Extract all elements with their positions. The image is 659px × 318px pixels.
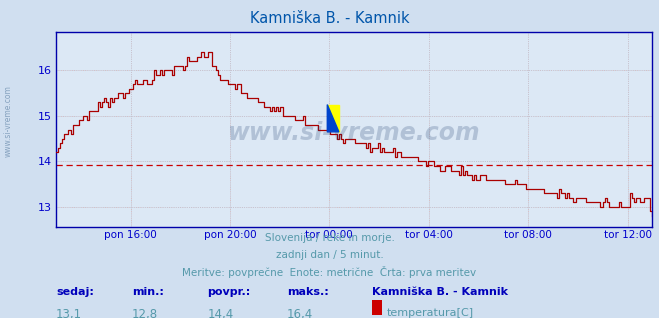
- Text: zadnji dan / 5 minut.: zadnji dan / 5 minut.: [275, 250, 384, 259]
- Text: min.:: min.:: [132, 287, 163, 297]
- Text: 16,4: 16,4: [287, 308, 313, 318]
- Text: www.si-vreme.com: www.si-vreme.com: [3, 85, 13, 157]
- Polygon shape: [328, 105, 339, 132]
- Text: Slovenija / reke in morje.: Slovenija / reke in morje.: [264, 233, 395, 243]
- Text: temperatura[C]: temperatura[C]: [387, 308, 474, 318]
- Text: 12,8: 12,8: [132, 308, 158, 318]
- Text: maks.:: maks.:: [287, 287, 328, 297]
- Text: www.si-vreme.com: www.si-vreme.com: [228, 121, 480, 146]
- Polygon shape: [328, 105, 339, 132]
- Text: 14,4: 14,4: [208, 308, 234, 318]
- Text: Meritve: povprečne  Enote: metrične  Črta: prva meritev: Meritve: povprečne Enote: metrične Črta:…: [183, 266, 476, 279]
- Text: sedaj:: sedaj:: [56, 287, 94, 297]
- Text: povpr.:: povpr.:: [208, 287, 251, 297]
- Text: Kamniška B. - Kamnik: Kamniška B. - Kamnik: [372, 287, 508, 297]
- Text: 13,1: 13,1: [56, 308, 82, 318]
- Text: Kamniška B. - Kamnik: Kamniška B. - Kamnik: [250, 11, 409, 26]
